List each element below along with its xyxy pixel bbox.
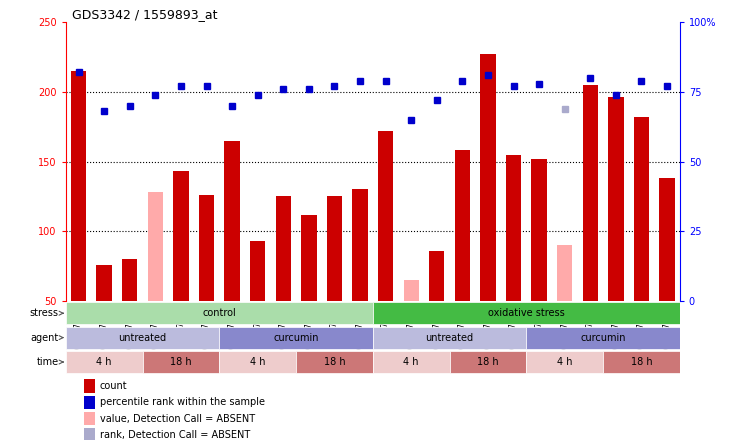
Bar (373, 302, 680, 324)
Bar (603, 351, 680, 373)
Bar (71, 71, 86, 301)
Bar (199, 195, 214, 301)
Text: 18 h: 18 h (324, 357, 345, 367)
Bar (526, 327, 680, 349)
Bar (66, 302, 373, 324)
Bar (373, 351, 450, 373)
Bar (143, 351, 219, 373)
Bar (429, 251, 444, 301)
Text: 4 h: 4 h (557, 357, 572, 367)
Bar (608, 98, 624, 301)
Text: curcumin: curcumin (273, 333, 319, 343)
Bar (378, 131, 393, 301)
Bar (84, 428, 95, 441)
Bar (296, 351, 373, 373)
Bar (557, 245, 572, 301)
Bar (373, 327, 526, 349)
Bar (173, 171, 189, 301)
Bar (66, 327, 219, 349)
Text: oxidative stress: oxidative stress (488, 308, 564, 318)
Bar (659, 178, 675, 301)
Bar (224, 141, 240, 301)
Text: untreated: untreated (118, 333, 167, 343)
Bar (66, 351, 143, 373)
Text: 4 h: 4 h (404, 357, 419, 367)
Text: time: time (37, 357, 58, 367)
Bar (450, 351, 526, 373)
Bar (148, 192, 163, 301)
Bar (84, 380, 95, 392)
Bar (219, 327, 373, 349)
Text: control: control (202, 308, 236, 318)
Bar (526, 351, 603, 373)
Bar (96, 265, 112, 301)
Bar (404, 280, 419, 301)
Bar (276, 196, 291, 301)
Bar (84, 396, 95, 409)
Text: 18 h: 18 h (477, 357, 499, 367)
Text: count: count (99, 381, 127, 391)
Text: percentile rank within the sample: percentile rank within the sample (99, 397, 265, 407)
Bar (250, 241, 265, 301)
Bar (531, 159, 547, 301)
Bar (455, 151, 470, 301)
Bar (327, 196, 342, 301)
Text: rank, Detection Call = ABSENT: rank, Detection Call = ABSENT (99, 430, 250, 440)
Bar (583, 85, 598, 301)
Text: value, Detection Call = ABSENT: value, Detection Call = ABSENT (99, 414, 254, 424)
Text: 4 h: 4 h (250, 357, 265, 367)
Text: 18 h: 18 h (170, 357, 192, 367)
Text: curcumin: curcumin (580, 333, 626, 343)
Text: agent: agent (30, 333, 58, 343)
Text: GDS3342 / 1559893_at: GDS3342 / 1559893_at (72, 8, 217, 21)
Bar (301, 214, 317, 301)
Bar (506, 155, 521, 301)
Text: untreated: untreated (425, 333, 474, 343)
Bar (219, 351, 296, 373)
Text: stress: stress (29, 308, 58, 318)
Bar (480, 54, 496, 301)
Bar (122, 259, 137, 301)
Text: 4 h: 4 h (96, 357, 112, 367)
Bar (352, 190, 368, 301)
Bar (84, 412, 95, 425)
Bar (634, 117, 649, 301)
Text: 18 h: 18 h (631, 357, 652, 367)
